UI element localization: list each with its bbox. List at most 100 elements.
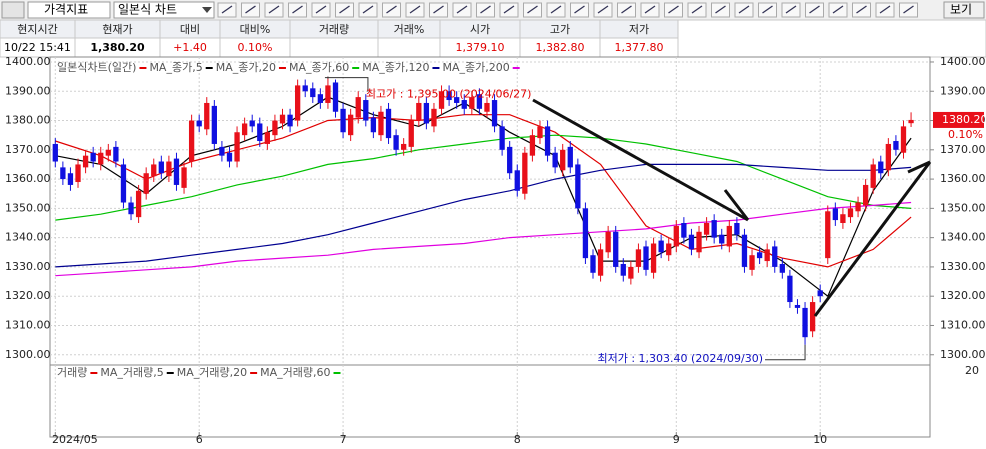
y-tick-label: 1310.00 <box>5 318 51 331</box>
x-tick-label: 9 <box>673 433 680 445</box>
candle-body <box>666 243 672 256</box>
candle-body <box>643 246 649 270</box>
candle-body <box>719 234 725 244</box>
toolbar-button[interactable] <box>1 1 25 19</box>
tool-glyph <box>809 5 820 14</box>
tool-glyph <box>433 5 444 14</box>
candle-body <box>188 120 195 162</box>
candle-body <box>52 143 58 162</box>
candle-body <box>294 85 301 121</box>
candle-body <box>317 94 324 103</box>
tool-glyph <box>668 5 679 14</box>
x-tick-label: 8 <box>514 433 521 445</box>
quote-value: 1,380.20 <box>90 41 145 54</box>
indicator-button[interactable] <box>27 1 111 19</box>
candle-body <box>688 234 695 250</box>
y-tick-label: 1380.00 <box>5 114 51 127</box>
ma-line <box>55 201 912 277</box>
quote-header: 시가 <box>470 23 490 36</box>
candle-body <box>446 91 452 101</box>
candle-body <box>90 152 96 162</box>
quote-value: +1.40 <box>173 41 207 54</box>
candle-body <box>794 304 801 308</box>
legend-label: MA_종가,5 <box>149 61 202 74</box>
last-change-label: 0.10% <box>948 128 983 141</box>
quote-value: 0.10% <box>238 41 273 54</box>
tool-glyph <box>762 5 773 14</box>
candle-body <box>120 164 127 203</box>
candle-body <box>772 246 778 267</box>
candle-body <box>673 225 679 247</box>
candle-body <box>802 307 808 338</box>
low-annotation: 최저가 : 1,303.40 (2024/09/30) <box>598 352 764 365</box>
candle-body <box>878 161 884 174</box>
view-button[interactable] <box>943 1 985 19</box>
quote-header: 대비 <box>180 23 200 36</box>
candle-body <box>219 146 225 156</box>
candle-body <box>635 249 642 267</box>
quote-table: 현지시간 10/22 15:41 현재가 1,380.20 대비 +1.40 대비% 0.10… <box>0 19 986 58</box>
candle-body <box>423 102 430 124</box>
candle-body <box>196 120 202 127</box>
candle-body <box>355 97 361 118</box>
tool-glyph <box>574 5 585 14</box>
candle-body <box>128 202 134 215</box>
tool-glyph <box>480 5 491 14</box>
candle-body <box>98 152 104 165</box>
tool-glyph <box>362 5 374 14</box>
annotation-leader <box>324 76 369 92</box>
tool-glyph <box>597 5 609 14</box>
candle-body <box>454 97 460 103</box>
candle-body <box>181 167 187 188</box>
x-tick-label: 6 <box>196 433 203 445</box>
candle-body <box>809 302 816 332</box>
y-tick-label: 1400.00 <box>940 55 986 68</box>
tool-glyph <box>527 5 538 14</box>
tool-glyph <box>644 5 656 14</box>
candle-body <box>401 143 407 150</box>
candle-body <box>537 126 543 139</box>
quote-header: 고가 <box>550 23 570 36</box>
chart-style-label: 일본식 차트 <box>118 3 177 17</box>
y-tick-label: 1300.00 <box>5 348 51 361</box>
y-tick-label: 1320.00 <box>940 289 986 302</box>
y-tick-label: 1340.00 <box>940 231 986 244</box>
volume-panel <box>49 364 931 438</box>
candle-body <box>567 146 573 168</box>
candle-body <box>385 108 392 139</box>
y-tick-label: 1390.00 <box>5 84 51 97</box>
candle-body <box>302 85 308 92</box>
y-tick-label: 1340.00 <box>5 231 51 244</box>
candle-body <box>431 108 437 127</box>
legend-title: 일본식차트(일간) <box>57 60 136 74</box>
candle-body <box>522 152 528 194</box>
y-tick-label: 1390.00 <box>940 84 986 97</box>
tool-glyph <box>715 5 726 14</box>
legend-label: MA_종가,60 <box>289 61 349 74</box>
candle-body <box>173 158 180 185</box>
candle-body <box>779 263 785 273</box>
last-price-label: 1380.20 <box>942 113 986 126</box>
x-tick-label: 7 <box>340 433 347 445</box>
legend-label: MA_종가,20 <box>216 61 276 74</box>
tool-glyph <box>903 5 914 14</box>
candle-body <box>310 88 316 98</box>
volume-axis-label: 20 <box>965 364 979 377</box>
indicator-label: 가격지표 <box>44 3 88 17</box>
quote-header: 거래량 <box>319 23 349 36</box>
candle-body <box>204 102 210 130</box>
candle-body <box>590 255 596 273</box>
candle-body <box>363 100 369 121</box>
candle-body <box>476 94 483 109</box>
y-tick-label: 1360.00 <box>5 172 51 185</box>
chart-style-select[interactable] <box>113 1 215 19</box>
tool-glyph <box>409 5 421 14</box>
candle-body <box>544 126 551 156</box>
candle-body <box>620 263 626 276</box>
hand-drawn-arrows <box>532 98 932 317</box>
candle-body <box>234 132 240 162</box>
candle-body <box>885 143 891 171</box>
quote-value-cell <box>377 37 441 58</box>
x-tick-label: 10 <box>813 433 827 445</box>
